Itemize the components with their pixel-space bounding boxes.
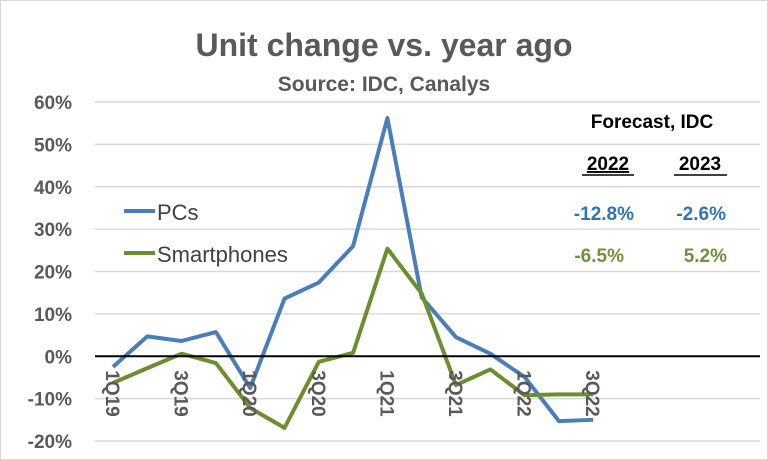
- forecast-year-2023: 2023: [679, 154, 721, 175]
- chart-subtitle: Source: IDC, Canalys: [278, 73, 490, 96]
- x-tick-label: 3Q21: [444, 370, 465, 417]
- x-tick-label: 1Q19: [101, 370, 122, 416]
- y-tick-label: -10%: [28, 390, 72, 411]
- y-tick-label: 50%: [34, 135, 72, 156]
- x-tick-label: 1Q20: [238, 370, 259, 416]
- y-tick-label: 40%: [34, 178, 72, 199]
- series-line-pcs: [111, 116, 594, 424]
- chart-title: Unit change vs. year ago: [195, 27, 572, 63]
- y-tick-label: 20%: [34, 263, 72, 284]
- forecast-smartphones-2022: -6.5%: [574, 246, 624, 267]
- forecast-pcs-2022: -12.8%: [574, 204, 634, 225]
- forecast-year-2022: 2022: [587, 154, 629, 175]
- x-tick-label: 3Q20: [307, 370, 328, 416]
- legend-label-pcs: PCs: [157, 200, 199, 225]
- y-tick-label: 0%: [45, 347, 73, 368]
- x-tick-label: 1Q22: [513, 370, 534, 416]
- forecast-smartphones-2023: 5.2%: [684, 246, 727, 267]
- y-tick-label: -20%: [28, 432, 72, 453]
- x-tick-label: 3Q22: [581, 370, 602, 416]
- x-tick-label: 1Q21: [375, 370, 396, 417]
- legend-label-smartphones: Smartphones: [157, 242, 288, 267]
- forecast-title: Forecast, IDC: [591, 112, 714, 133]
- x-tick-label: 3Q19: [170, 370, 191, 416]
- y-tick-label: 30%: [34, 220, 72, 241]
- forecast-pcs-2023: -2.6%: [676, 204, 726, 225]
- y-tick-label: 60%: [34, 93, 72, 114]
- y-tick-label: 10%: [34, 305, 72, 326]
